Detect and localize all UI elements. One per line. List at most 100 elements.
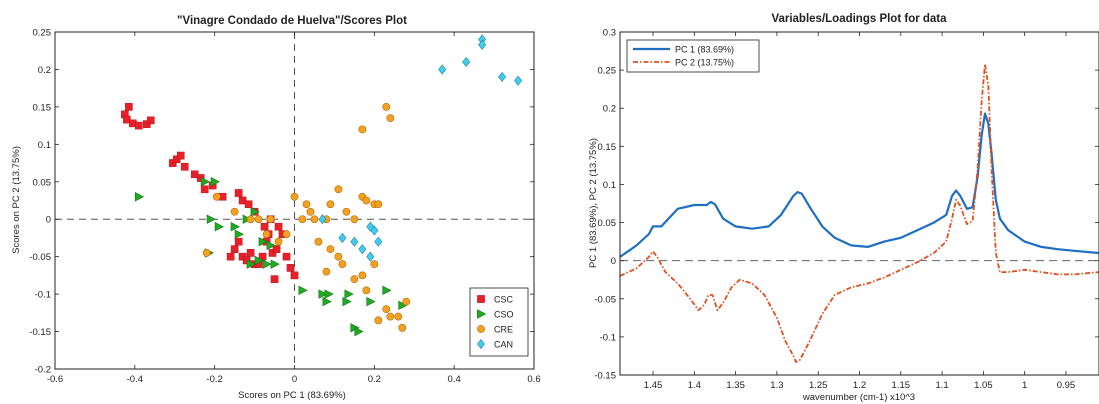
- scores-point-cre: [370, 260, 379, 269]
- scores-legend-label-can: CAN: [494, 340, 513, 350]
- scores-point-cre: [274, 237, 283, 246]
- scores-point-cre: [334, 185, 343, 194]
- scores-point-csc: [230, 245, 239, 253]
- loadings-y-tick-label: 0.25: [598, 66, 617, 77]
- loadings-x-tick-label: 1.05: [974, 380, 993, 391]
- scores-point-cso: [318, 289, 328, 299]
- scores-point-csc: [260, 222, 269, 231]
- scores-point-csc: [180, 162, 189, 171]
- scores-point-cre: [306, 207, 315, 216]
- scores-point-cre: [266, 215, 275, 224]
- loadings-x-tick-label: 1.25: [809, 380, 828, 391]
- scores-legend-label-cre: CRE: [494, 325, 513, 335]
- loadings-y-tick-label: -0.05: [594, 294, 616, 305]
- scores-point-csc: [282, 252, 291, 261]
- scores-point-can: [350, 236, 359, 247]
- loadings-y-tick-label: 0.15: [598, 142, 617, 153]
- scores-point-cre: [350, 215, 359, 224]
- scores-point-cso: [258, 236, 268, 247]
- scores-point-cre: [230, 207, 239, 216]
- scores-point-csc: [274, 222, 283, 231]
- scores-point-cso: [254, 255, 264, 266]
- scores-legend-label-cso: CSO: [494, 310, 514, 320]
- loadings-plot-y-label: PC 1 (83.69%), PC 2 (13.75%): [588, 138, 599, 268]
- scores-point-cre: [350, 275, 359, 284]
- scores-point-csc: [226, 252, 235, 261]
- scores-y-tick-label: -0.2: [35, 365, 51, 376]
- loadings-legend-label-pc1: PC 1 (83.69%): [675, 45, 734, 55]
- scores-point-cre: [310, 215, 319, 224]
- scores-point-can: [338, 232, 347, 244]
- scores-point-csc: [244, 200, 253, 209]
- scores-y-tick-label: 0.1: [38, 140, 51, 151]
- scores-point-cre: [262, 230, 271, 239]
- scores-y-tick-label: 0.2: [38, 65, 51, 76]
- scores-y-tick-label: 0.25: [33, 28, 52, 39]
- loadings-y-tick-label: 0.05: [598, 218, 617, 229]
- loadings-y-tick-label: -0.1: [600, 332, 616, 343]
- scores-point-can: [318, 214, 327, 225]
- scores-point-cre: [290, 192, 299, 201]
- scores-point-csc: [135, 121, 143, 130]
- scores-point-cso: [230, 222, 240, 232]
- scores-point-csc: [286, 264, 295, 272]
- scores-point-cre: [362, 196, 371, 205]
- scores-point-cre: [322, 267, 331, 276]
- scores-x-tick-label: 0: [292, 374, 297, 385]
- scores-x-tick-label: -0.6: [47, 374, 63, 385]
- scores-point-csc: [125, 103, 133, 111]
- loadings-x-tick-label: 0.95: [1057, 380, 1076, 391]
- scores-point-cso: [234, 229, 244, 239]
- loadings-y-tick-label: 0.2: [603, 104, 616, 115]
- scores-point-cre: [314, 237, 323, 246]
- scores-point-can: [366, 251, 375, 262]
- scores-point-cso: [134, 192, 145, 202]
- scores-point-cso: [382, 285, 392, 296]
- scores-point-cre: [326, 245, 335, 254]
- scores-point-can: [370, 225, 379, 236]
- scores-point-cre: [402, 297, 411, 306]
- scores-point-cso: [250, 207, 260, 217]
- scores-point-cso: [324, 289, 334, 299]
- scores-point-cre: [398, 323, 407, 332]
- scores-point-cre: [362, 286, 371, 295]
- scores-point-cre: [374, 316, 383, 325]
- scores-point-cso: [298, 285, 308, 296]
- scores-y-tick-label: -0.1: [35, 290, 51, 301]
- loadings-y-tick-label: 0.1: [603, 180, 616, 191]
- scores-point-csc: [290, 271, 299, 280]
- scores-point-csc: [200, 185, 209, 194]
- scores-point-cso: [210, 177, 220, 187]
- scores-point-cre: [382, 305, 391, 313]
- scores-point-cre: [334, 252, 343, 261]
- loadings-plot-legend-box: [626, 39, 760, 73]
- scores-point-csc: [196, 174, 205, 182]
- scores-point-csc: [234, 189, 243, 197]
- scores-point-csc: [242, 256, 251, 265]
- scores-point-can: [478, 39, 487, 50]
- scores-y-tick-label: 0.15: [33, 102, 52, 113]
- scores-point-csc: [234, 237, 243, 246]
- scores-point-cre: [212, 192, 221, 201]
- scores-point-csc: [176, 151, 185, 160]
- scores-x-tick-label: -0.4: [127, 374, 143, 385]
- scores-point-cre: [326, 200, 335, 209]
- scores-y-tick-label: 0.05: [33, 177, 52, 188]
- loadings-y-tick-label: 0: [611, 256, 616, 267]
- loadings-x-tick-label: 1.3: [770, 380, 783, 391]
- scores-point-csc: [246, 249, 255, 257]
- scores-x-tick-label: 0.6: [527, 374, 540, 385]
- scores-point-cre: [338, 260, 347, 269]
- scores-point-cre: [358, 125, 367, 134]
- scores-point-cso: [262, 259, 272, 269]
- scores-point-cso: [246, 259, 256, 269]
- scores-point-can: [498, 71, 507, 83]
- scores-point-cre: [386, 312, 395, 321]
- scores-point-csc: [146, 116, 155, 125]
- scores-point-cre: [246, 215, 255, 224]
- scores-point-cso: [366, 296, 376, 307]
- scores-point-cre: [282, 230, 291, 239]
- loadings-x-tick-label: 1.2: [853, 380, 866, 391]
- loadings-y-tick-label: 0.3: [603, 28, 616, 39]
